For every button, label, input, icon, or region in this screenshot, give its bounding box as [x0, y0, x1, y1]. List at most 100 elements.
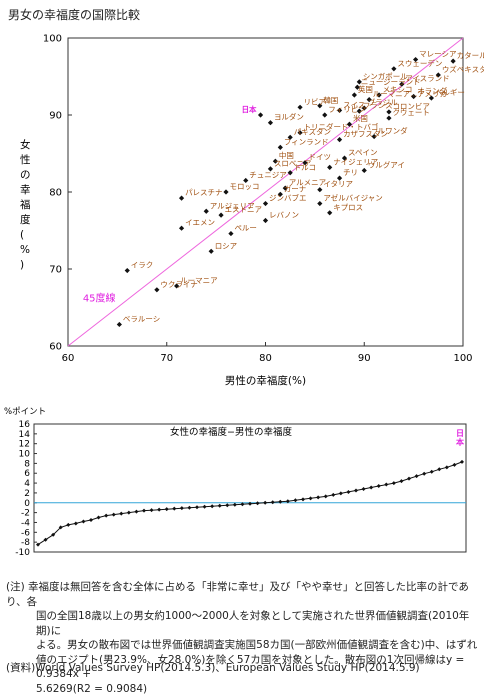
data-point — [195, 505, 199, 509]
note-line: 国の全国18歳以上の男女約1000〜2000人を対象として実施された世界価値観調… — [6, 609, 478, 638]
data-point — [316, 495, 320, 499]
chart-title: 女性の幸福度−男性の幸福度 — [170, 426, 292, 438]
data-point — [180, 506, 184, 510]
y-tick-label: 100 — [43, 34, 62, 45]
data-point — [233, 503, 237, 507]
note-line: (注) 幸福度は無回答を含む全体に占める「非常に幸せ」及び「やや幸せ」と回答した… — [6, 580, 478, 609]
data-point-label: フィンランド — [284, 137, 329, 146]
data-point — [386, 115, 391, 120]
data-point — [327, 210, 332, 215]
data-point-label: パキスタン — [294, 127, 331, 136]
data-point — [337, 137, 342, 142]
y-tick-label: -10 — [15, 548, 30, 558]
data-point — [165, 507, 169, 511]
data-point — [179, 226, 184, 231]
data-point-label: 日本 — [242, 104, 257, 114]
data-point-label: ガーナ — [284, 183, 307, 193]
data-point — [104, 514, 108, 518]
data-point-label: ドイツ — [309, 153, 332, 162]
data-point — [119, 512, 123, 516]
data-point — [228, 231, 233, 236]
data-point — [452, 463, 456, 467]
data-point-label: カタール — [457, 51, 484, 60]
data-point — [218, 504, 222, 508]
data-point — [223, 189, 228, 194]
data-point — [352, 92, 357, 97]
y-tick-label: 90 — [49, 111, 62, 122]
data-point — [297, 105, 302, 110]
data-point-label: ウクライナ — [160, 280, 197, 289]
x-tick-label: 80 — [259, 353, 272, 364]
data-point — [377, 484, 381, 488]
data-point — [218, 213, 223, 218]
footnote: (注) 幸福度は無回答を含む全体に占める「非常に幸せ」及び「やや幸せ」と回答した… — [6, 580, 478, 696]
data-point — [179, 196, 184, 201]
data-point — [74, 521, 78, 525]
data-point-label: イラク — [131, 261, 154, 270]
data-point — [451, 59, 456, 64]
y-tick-label: 2 — [24, 489, 30, 499]
difference-line-chart: %ポイント女性の幸福度−男性の幸福度-10-8-6-4-202468101214… — [0, 402, 484, 572]
data-point-label: イタリア — [323, 180, 353, 189]
y-axis-label: 女性の幸福度(%) — [20, 138, 31, 271]
highlight-label: 日本 — [455, 429, 464, 447]
y-tick-label: 6 — [24, 469, 30, 479]
data-point-label: スペイン — [348, 148, 377, 157]
data-point — [331, 493, 335, 497]
data-point-label: ジンバブエ — [269, 193, 307, 203]
data-point — [327, 165, 332, 170]
data-point-label: ウズベキスタン — [442, 64, 484, 74]
data-point-label: チュニジア — [249, 170, 287, 179]
data-point — [354, 488, 358, 492]
data-point — [437, 467, 441, 471]
data-point — [204, 209, 209, 214]
data-point-label: イエメン — [185, 218, 215, 227]
y-tick-label: -8 — [21, 538, 30, 548]
data-point-label: ペルー — [234, 224, 257, 233]
data-point — [97, 516, 101, 520]
y-tick-label: 0 — [24, 499, 30, 509]
data-point-label: フランス — [363, 101, 393, 110]
x-tick-label: 60 — [62, 353, 75, 364]
y-axis-label: %ポイント — [4, 407, 46, 417]
y-tick-label: 4 — [24, 479, 30, 489]
y-tick-label: 80 — [49, 188, 62, 199]
data-point — [154, 287, 159, 292]
data-point — [430, 470, 434, 474]
x-tick-label: 90 — [358, 353, 371, 364]
y-tick-label: -4 — [21, 518, 30, 528]
data-point — [89, 518, 93, 522]
plot-frame — [34, 424, 466, 552]
data-point — [263, 201, 268, 206]
data-point — [263, 218, 268, 223]
data-point — [369, 486, 373, 490]
x-tick-label: 70 — [160, 353, 173, 364]
data-point — [134, 510, 138, 514]
data-point-label: リビア — [304, 97, 327, 106]
data-point — [66, 523, 70, 527]
data-point-label: マレーシア — [419, 50, 456, 59]
data-point-label: キプロス — [333, 203, 363, 212]
data-point — [422, 472, 426, 476]
y-tick-label: -6 — [21, 528, 30, 538]
x-tick-label: 100 — [453, 353, 472, 364]
data-point — [346, 490, 350, 494]
data-point-label: エストニア — [225, 205, 263, 214]
data-point — [209, 249, 214, 254]
data-point — [225, 503, 229, 507]
data-point — [407, 477, 411, 481]
data-point — [324, 494, 328, 498]
note-line: 5.6269(R2 = 0.9084) — [6, 682, 478, 696]
data-point — [362, 168, 367, 173]
data-point-label: レバノン — [269, 210, 299, 219]
data-point — [142, 509, 146, 513]
data-point-label: ウルグアイ — [368, 159, 405, 169]
data-point-label: パレスチナ — [185, 188, 223, 197]
data-point — [317, 201, 322, 206]
data-point-label: アゼルバイジャン — [323, 193, 382, 203]
data-point — [301, 497, 305, 501]
y-tick-label: -2 — [21, 509, 30, 519]
y-tick-label: 60 — [49, 342, 62, 353]
diagonal-label: 45度線 — [83, 291, 116, 304]
